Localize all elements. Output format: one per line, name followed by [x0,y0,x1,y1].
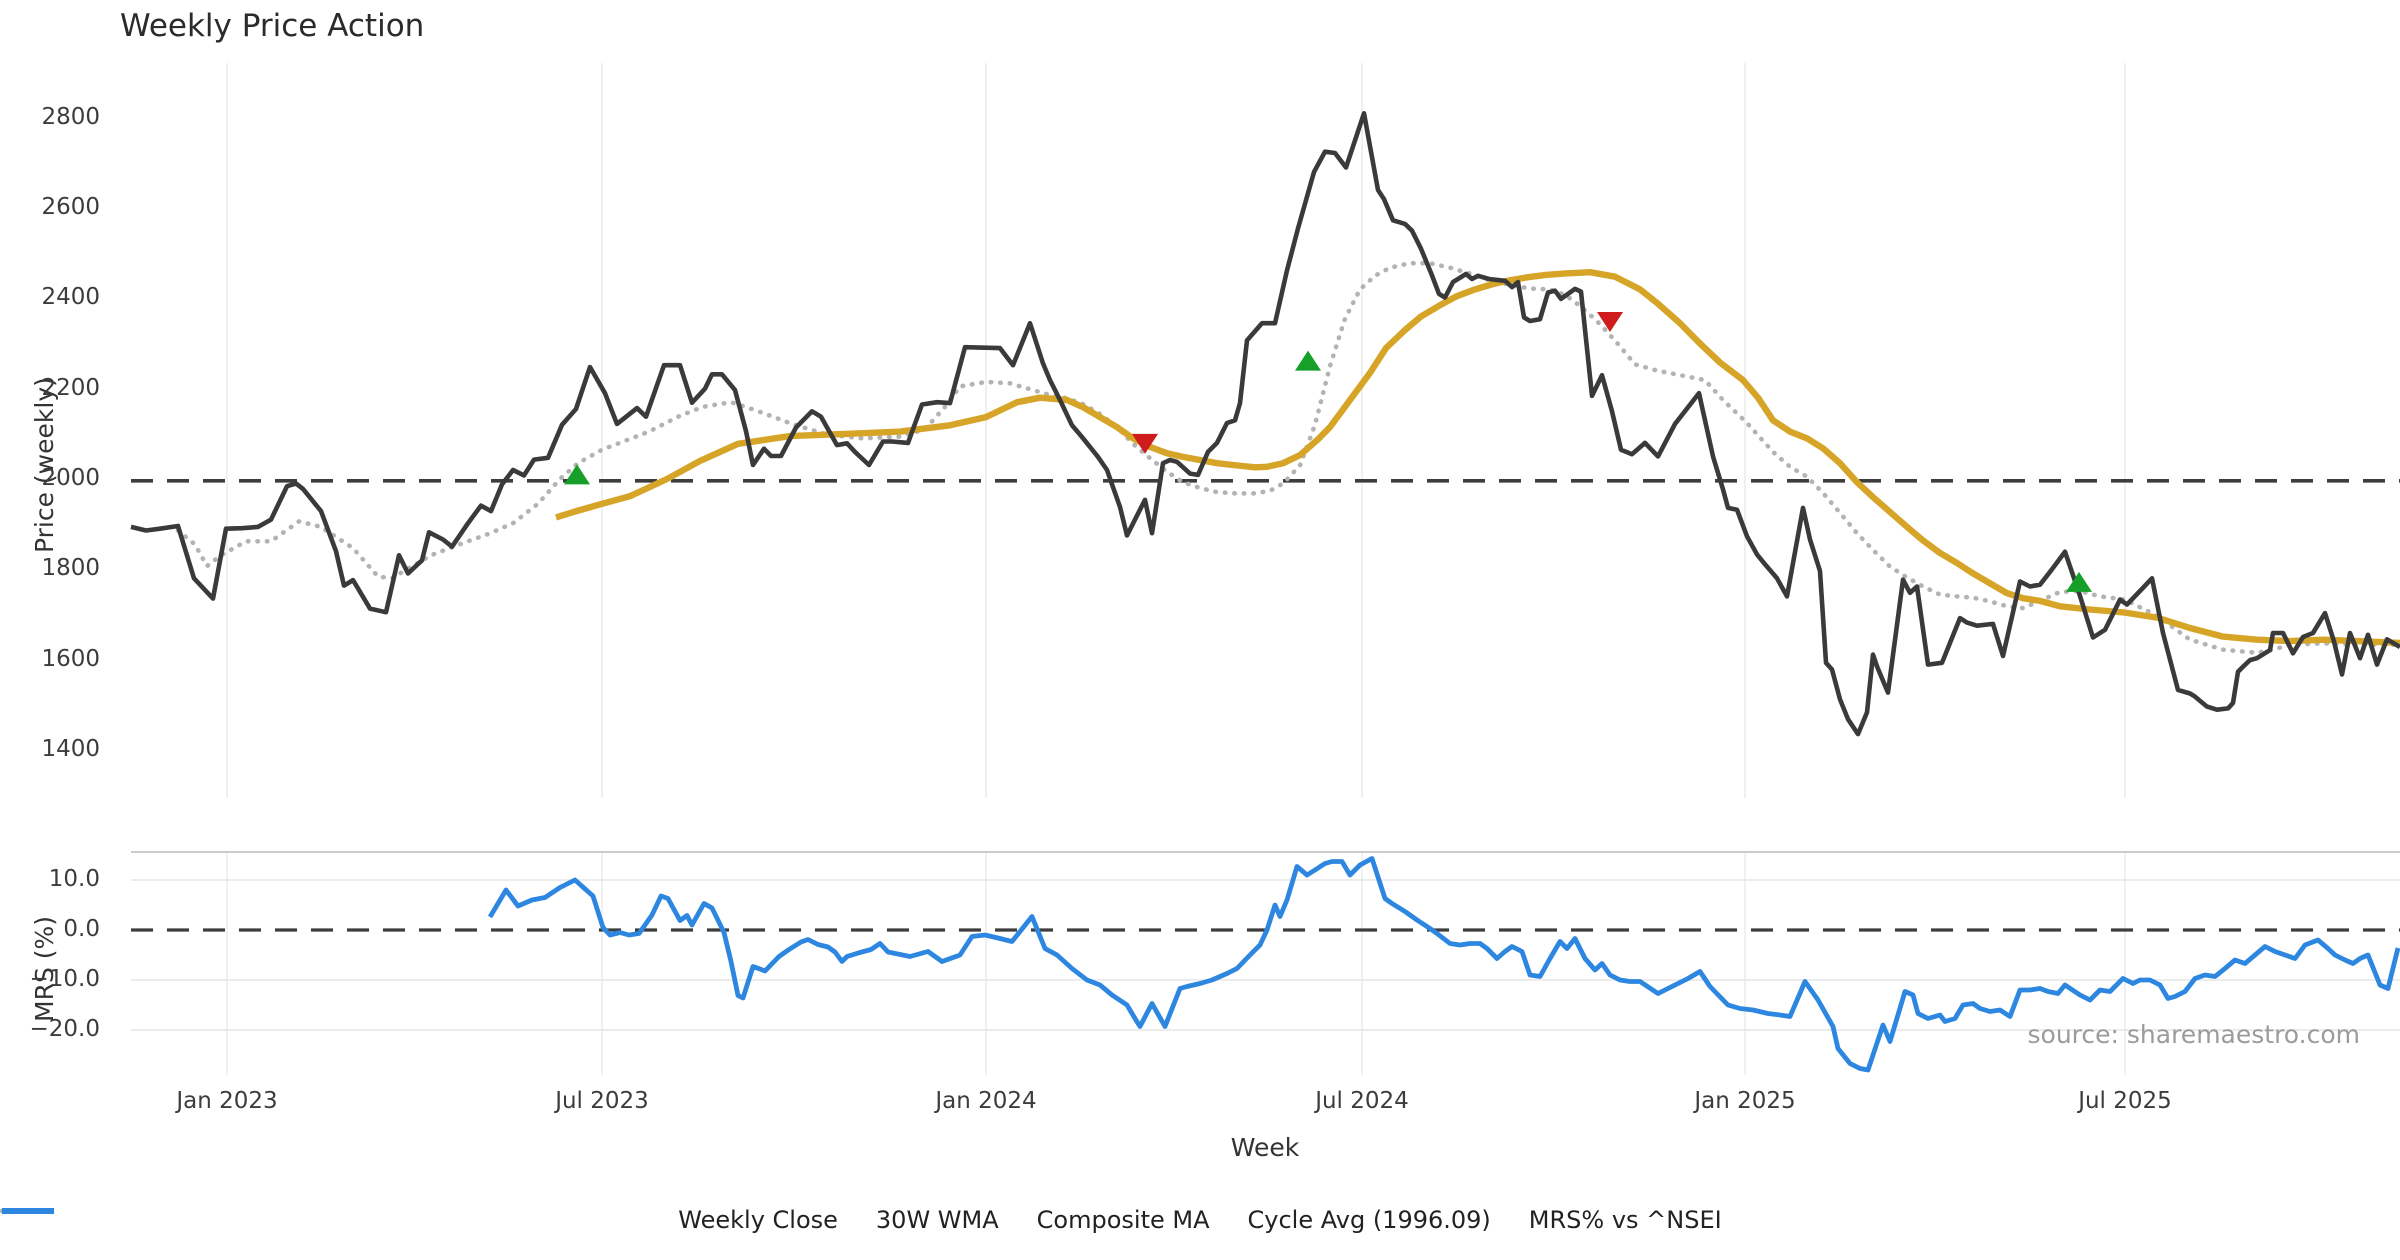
legend-item: Composite MA [0,1206,1210,1234]
mrs-tick-label: −20.0 [29,1016,100,1042]
sell-signal-triangle [1597,311,1623,332]
mrs-tick-label: 10.0 [48,866,100,892]
buy-signal-triangle [564,464,590,485]
legend-item: Cycle Avg (1996.09) [2,1206,1491,1234]
legend-line-swatch [2,1208,54,1214]
legend-item: 30W WMA [2,1206,999,1234]
legend-label: Composite MA [1036,1206,1210,1234]
source-note: source: sharemaestro.com [2027,1020,2361,1049]
chart-legend: Weekly Close 30W WMA Composite MA Cycle Avg… [0,1206,2400,1234]
legend-item: Weekly Close [2,1206,838,1234]
price-tick-label: 1400 [41,735,100,762]
price-tick-label: 1800 [41,555,100,582]
mrs-line [487,856,2400,1073]
wma-30w-line [555,269,2400,647]
legend-label: Weekly Close [678,1206,838,1234]
price-tick-label: 2000 [41,465,100,491]
x-tick-label: Jul 2024 [1315,1088,1409,1114]
price-tick-label: 1600 [41,645,100,672]
x-tick-label: Jul 2025 [2078,1088,2172,1114]
mrs-tick-label: 0.0 [63,916,100,942]
x-tick-label: Jan 2024 [935,1088,1037,1114]
mrs-tick-label: −10.0 [29,966,100,992]
x-axis-label: Week [1230,1133,1300,1162]
price-tick-label: 2400 [41,284,100,311]
legend-item: MRS% vs ^NSEI [2,1206,1722,1234]
page-title: Weekly Price Action [120,8,425,44]
x-tick-label: Jan 2023 [176,1088,278,1114]
weekly-close-line [130,111,2400,737]
x-tick-label: Jul 2023 [555,1088,649,1114]
x-tick-label: Jan 2025 [1694,1088,1796,1114]
composite-ma-line [175,260,2400,656]
legend-label: MRS% vs ^NSEI [1528,1206,1722,1234]
sell-signal-triangle [1132,433,1158,454]
legend-label: Cycle Avg (1996.09) [1247,1206,1491,1234]
buy-signal-triangle [2066,571,2092,592]
price-tick-label: 2800 [41,103,100,130]
price-tick-label: 2600 [41,194,100,221]
buy-signal-triangle [1295,350,1321,371]
price-tick-label: 2200 [41,374,100,401]
legend-label: 30W WMA [875,1206,999,1234]
